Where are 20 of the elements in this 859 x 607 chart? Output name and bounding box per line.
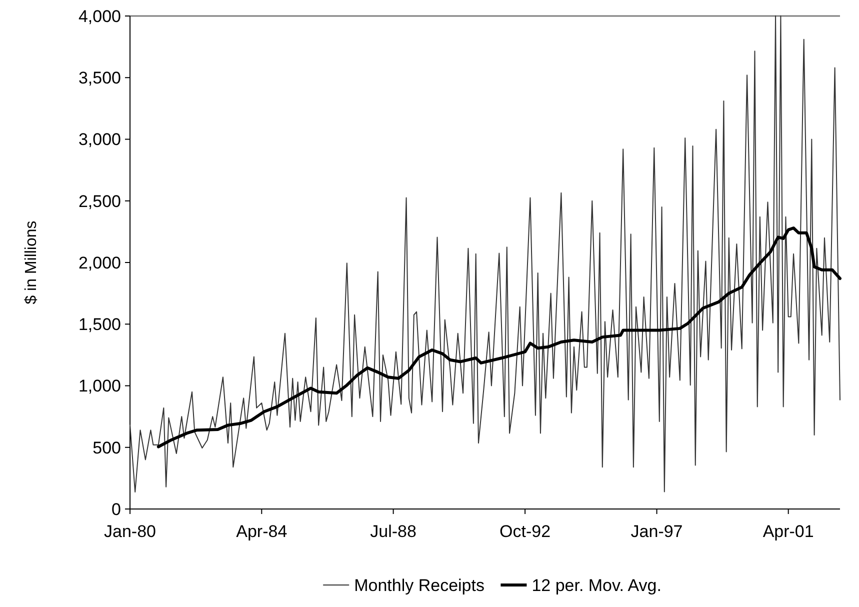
- y-tick-label: 3,500: [78, 68, 121, 88]
- y-tick-label: 1,500: [78, 315, 121, 334]
- y-tick-label: 500: [92, 438, 121, 458]
- y-tick-label: 2,500: [78, 192, 121, 211]
- y-axis-title: $ in Millions: [23, 220, 40, 304]
- y-tick-label: 3,000: [78, 130, 121, 150]
- x-tick-label: Jan-97: [630, 522, 683, 541]
- y-tick-label: 4,000: [78, 6, 121, 26]
- y-tick-label: 1,000: [78, 376, 121, 396]
- line-series: [156, 226, 842, 448]
- legend-label: Monthly Receipts: [354, 576, 484, 595]
- line-series: [130, 16, 840, 492]
- y-tick-label: 2,000: [78, 253, 121, 272]
- x-tick-label: Apr-01: [762, 522, 814, 541]
- x-tick-label: Oct-92: [500, 522, 551, 541]
- x-tick-label: Apr-84: [236, 522, 288, 541]
- x-tick-label: Jul-88: [370, 522, 416, 541]
- legend-label: 12 per. Mov. Avg.: [532, 576, 662, 595]
- y-tick-label: 0: [112, 500, 121, 519]
- x-tick-label: Jan-80: [104, 522, 156, 541]
